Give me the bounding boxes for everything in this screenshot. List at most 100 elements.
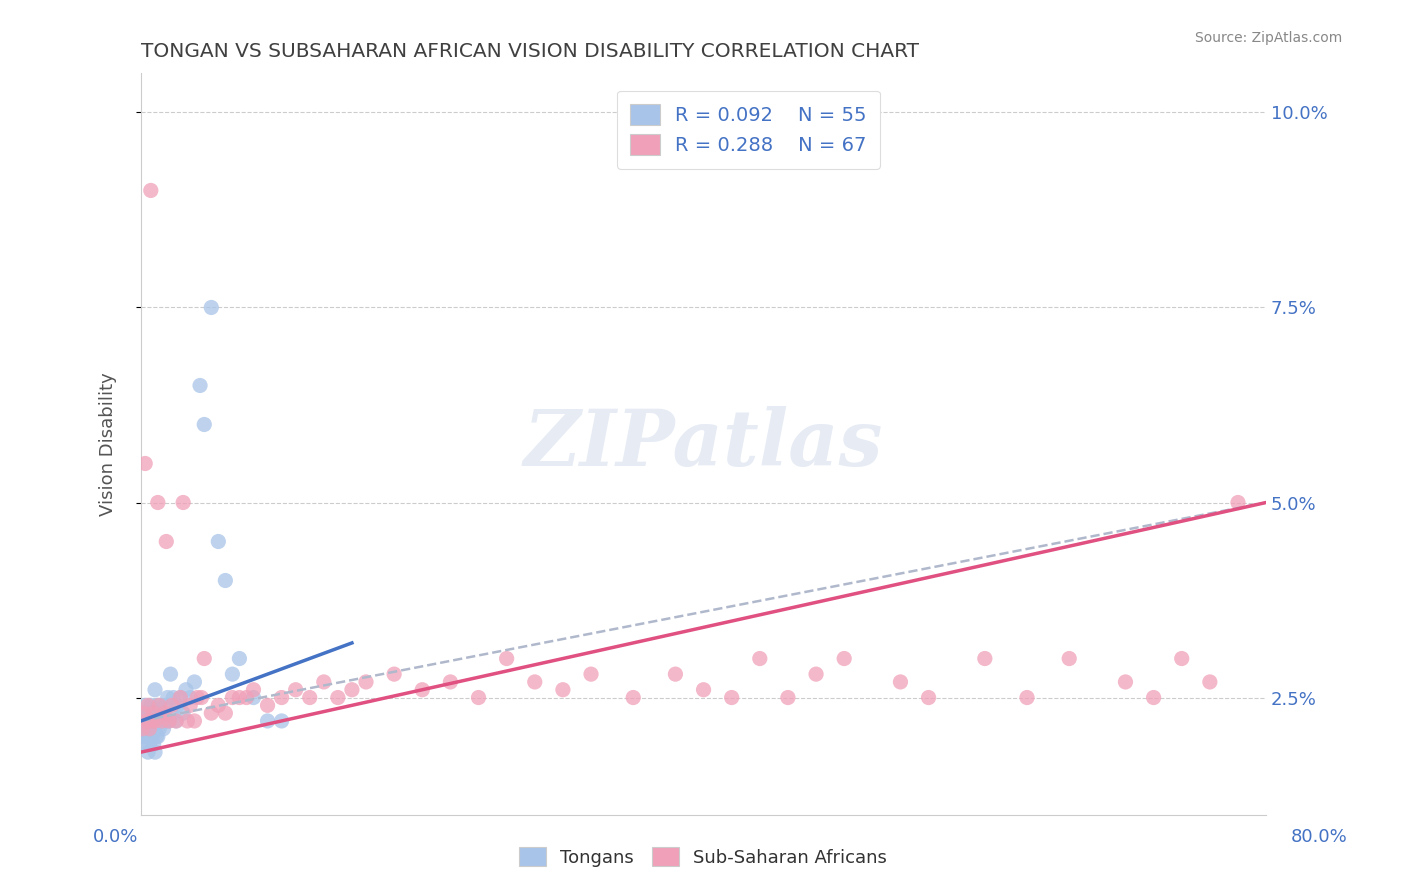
Point <box>270 690 292 705</box>
Point <box>382 667 405 681</box>
Point <box>169 690 191 705</box>
Point <box>207 698 229 713</box>
Point <box>284 682 307 697</box>
Point <box>664 667 686 681</box>
Point <box>256 714 278 728</box>
Point <box>139 698 162 713</box>
Point <box>228 690 250 705</box>
Point <box>160 698 183 713</box>
Point <box>134 737 156 751</box>
Point <box>495 651 517 665</box>
Point <box>312 675 335 690</box>
Point <box>551 682 574 697</box>
Point <box>1142 690 1164 705</box>
Point <box>155 714 177 728</box>
Point <box>190 690 212 705</box>
Point <box>188 378 211 392</box>
Point <box>221 667 243 681</box>
Point <box>142 706 165 720</box>
Legend: Tongans, Sub-Saharan Africans: Tongans, Sub-Saharan Africans <box>512 840 894 874</box>
Point <box>142 737 165 751</box>
Point <box>354 675 377 690</box>
Point <box>256 698 278 713</box>
Point <box>973 651 995 665</box>
Point <box>135 730 157 744</box>
Point <box>523 675 546 690</box>
Point <box>146 495 169 509</box>
Point <box>135 714 157 728</box>
Point <box>776 690 799 705</box>
Point <box>193 651 215 665</box>
Point <box>155 534 177 549</box>
Point <box>132 706 155 720</box>
Point <box>832 651 855 665</box>
Point <box>270 714 292 728</box>
Point <box>141 730 163 744</box>
Text: TONGAN VS SUBSAHARAN AFRICAN VISION DISABILITY CORRELATION CHART: TONGAN VS SUBSAHARAN AFRICAN VISION DISA… <box>141 42 920 61</box>
Point <box>242 690 264 705</box>
Point <box>143 745 166 759</box>
Point <box>221 690 243 705</box>
Text: Source: ZipAtlas.com: Source: ZipAtlas.com <box>1195 31 1343 45</box>
Point <box>579 667 602 681</box>
Point <box>148 722 170 736</box>
Point <box>143 682 166 697</box>
Point <box>135 714 157 728</box>
Point <box>193 417 215 432</box>
Point <box>157 714 180 728</box>
Point <box>889 675 911 690</box>
Point <box>467 690 489 705</box>
Point <box>411 682 433 697</box>
Point <box>162 690 184 705</box>
Point <box>186 690 208 705</box>
Point <box>200 706 222 720</box>
Point <box>340 682 363 697</box>
Point <box>141 714 163 728</box>
Point <box>134 722 156 736</box>
Point <box>150 714 173 728</box>
Point <box>160 706 183 720</box>
Point <box>132 706 155 720</box>
Point <box>174 682 197 697</box>
Point <box>1170 651 1192 665</box>
Point <box>172 706 194 720</box>
Point <box>179 698 201 713</box>
Point <box>165 714 187 728</box>
Point <box>720 690 742 705</box>
Point <box>235 690 257 705</box>
Point <box>150 706 173 720</box>
Point <box>692 682 714 697</box>
Point <box>176 714 198 728</box>
Point <box>136 706 159 720</box>
Point <box>1114 675 1136 690</box>
Point <box>169 690 191 705</box>
Point <box>166 698 188 713</box>
Text: 0.0%: 0.0% <box>93 828 138 846</box>
Point <box>165 714 187 728</box>
Point <box>1057 651 1080 665</box>
Point <box>157 714 180 728</box>
Text: 80.0%: 80.0% <box>1291 828 1347 846</box>
Point <box>156 690 179 705</box>
Point <box>200 301 222 315</box>
Point <box>326 690 349 705</box>
Point <box>298 690 321 705</box>
Point <box>139 184 162 198</box>
Point <box>1227 495 1250 509</box>
Point <box>214 574 236 588</box>
Point <box>143 714 166 728</box>
Point <box>152 722 174 736</box>
Point <box>136 745 159 759</box>
Point <box>142 714 165 728</box>
Legend: R = 0.092    N = 55, R = 0.288    N = 67: R = 0.092 N = 55, R = 0.288 N = 67 <box>617 91 880 169</box>
Point <box>143 722 166 736</box>
Point <box>207 534 229 549</box>
Point <box>228 651 250 665</box>
Y-axis label: Vision Disability: Vision Disability <box>100 372 117 516</box>
Point <box>153 698 176 713</box>
Point <box>138 722 160 736</box>
Point <box>146 698 169 713</box>
Point <box>145 730 167 744</box>
Point <box>134 698 156 713</box>
Point <box>148 698 170 713</box>
